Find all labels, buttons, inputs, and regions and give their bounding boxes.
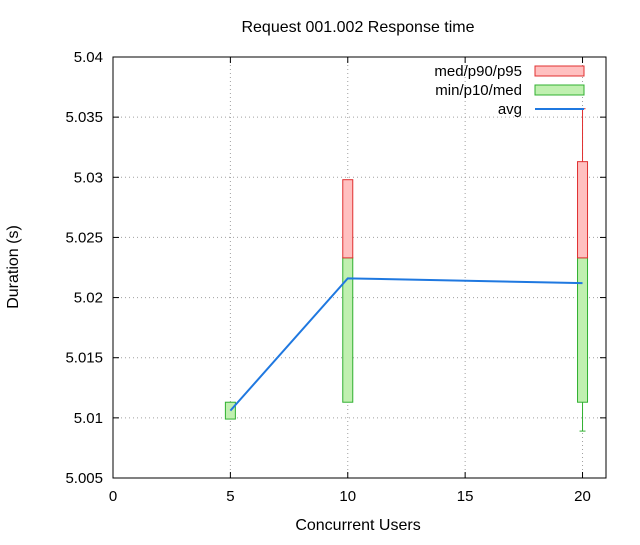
y-tick-label: 5.04 bbox=[74, 49, 103, 66]
y-tick-label: 5.02 bbox=[74, 290, 103, 307]
chart-title: Request 001.002 Response time bbox=[241, 19, 474, 36]
y-tick-label: 5.01 bbox=[74, 410, 103, 427]
legend-swatch bbox=[534, 65, 585, 77]
x-tick-label: 5 bbox=[226, 488, 234, 505]
y-tick-label: 5.005 bbox=[65, 470, 103, 487]
x-tick-label: 10 bbox=[339, 488, 356, 505]
y-tick-label: 5.015 bbox=[65, 350, 103, 367]
avg-line-layer bbox=[229, 277, 583, 412]
upper-box bbox=[342, 179, 354, 259]
upper-box bbox=[577, 161, 589, 259]
legend-label: med/p90/p95 bbox=[434, 63, 522, 80]
y-axis-label: Duration (s) bbox=[5, 225, 22, 309]
x-tick-label: 0 bbox=[109, 488, 117, 505]
legend-swatch bbox=[534, 84, 585, 96]
legend-label: min/p10/med bbox=[435, 82, 522, 99]
legend-label: avg bbox=[498, 101, 522, 118]
avg-line bbox=[229, 277, 583, 412]
y-tick-label: 5.03 bbox=[74, 169, 103, 186]
x-tick-label: 20 bbox=[574, 488, 591, 505]
y-tick-label: 5.025 bbox=[65, 229, 103, 246]
legend: med/p90/p95 min/p10/med avg bbox=[434, 63, 585, 118]
tick-layer: 5.005 5.01 5.015 5.02 5.025 5.03 5.035 5.04 0 5 10… bbox=[65, 49, 606, 505]
x-tick-label: 15 bbox=[457, 488, 474, 505]
lower-box bbox=[577, 257, 589, 403]
y-tick-label: 5.035 bbox=[65, 109, 103, 126]
x-axis-label: Concurrent Users bbox=[295, 517, 420, 534]
plot-border bbox=[112, 56, 607, 479]
box-layer bbox=[224, 108, 589, 432]
